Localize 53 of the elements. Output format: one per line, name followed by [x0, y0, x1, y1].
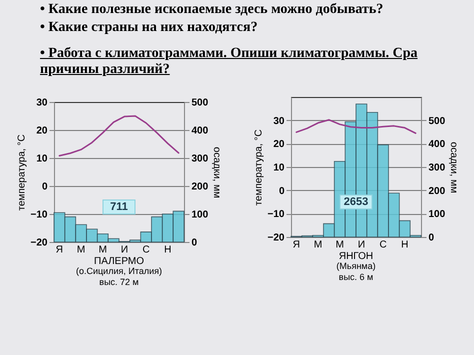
y-tick-label: 30: [36, 98, 48, 108]
x-tick-label: М: [335, 240, 344, 250]
x-tick-label: С: [378, 240, 386, 250]
x-tick-label: С: [142, 244, 150, 256]
text: (о.Сицилия, Италия): [75, 266, 162, 276]
x-tick-label: Н: [400, 240, 408, 250]
x-tick-label: Я: [55, 244, 63, 256]
y2-tick-label: 300: [191, 154, 208, 164]
annotation: 711: [110, 201, 128, 213]
y-tick-label: −20: [267, 232, 284, 244]
y2-tick-label: 200: [428, 186, 446, 197]
y-tick-label: 0: [278, 186, 284, 197]
text: • Работа с климатограммами. Опиши климатограммы. Сра причины различий?: [40, 46, 419, 78]
x-tick-label: М: [98, 244, 106, 256]
y2-tick-label: 400: [428, 139, 446, 150]
y2-tick-label: 100: [191, 210, 208, 220]
y2-axis-title: осадки, мм: [448, 142, 459, 194]
text: выс. 6 м: [338, 272, 373, 282]
text: ПАЛЕРМО: [94, 256, 144, 267]
annotation: 2653: [343, 196, 368, 208]
text: ЯНГОН: [338, 251, 373, 262]
text: (Мьянма): [336, 261, 376, 271]
line-series: [58, 115, 179, 157]
y-tick-label: 10: [272, 162, 284, 174]
y-tick-label: 20: [272, 139, 284, 150]
y2-tick-label: 100: [428, 209, 446, 220]
y2-tick-label: 300: [428, 162, 446, 174]
x-tick-label: Н: [164, 244, 171, 256]
y2-tick-label: 500: [428, 116, 446, 127]
y-axis-title: температура, °С: [16, 134, 28, 211]
y2-tick-label: 400: [191, 126, 208, 136]
text: • Какие страны на них находятся?: [40, 20, 259, 36]
y-tick-label: −20: [30, 238, 48, 248]
y2-axis-title: осадки, мм: [210, 146, 222, 198]
y2-tick-label: 0: [428, 232, 434, 244]
text: выс. 72 м: [98, 277, 138, 287]
x-tick-label: Я: [292, 240, 300, 250]
y-axis-title: температура, °С: [253, 129, 264, 206]
line-series: [295, 119, 416, 134]
text: • Какие полезные ископаемые здесь можно добывать?: [40, 2, 384, 18]
x-tick-label: И: [120, 244, 128, 256]
y2-tick-label: 0: [191, 238, 197, 248]
y-tick-label: 10: [36, 154, 48, 164]
y-tick-label: −10: [267, 209, 284, 220]
y2-tick-label: 500: [191, 98, 208, 108]
x-tick-label: И: [357, 240, 365, 250]
y-tick-label: −10: [30, 210, 48, 220]
x-tick-label: М: [313, 240, 322, 250]
y-tick-label: 0: [41, 182, 48, 192]
y2-tick-label: 200: [191, 182, 208, 192]
y-tick-label: 30: [272, 116, 284, 127]
y-tick-label: 20: [36, 126, 48, 136]
x-tick-label: М: [76, 244, 85, 256]
